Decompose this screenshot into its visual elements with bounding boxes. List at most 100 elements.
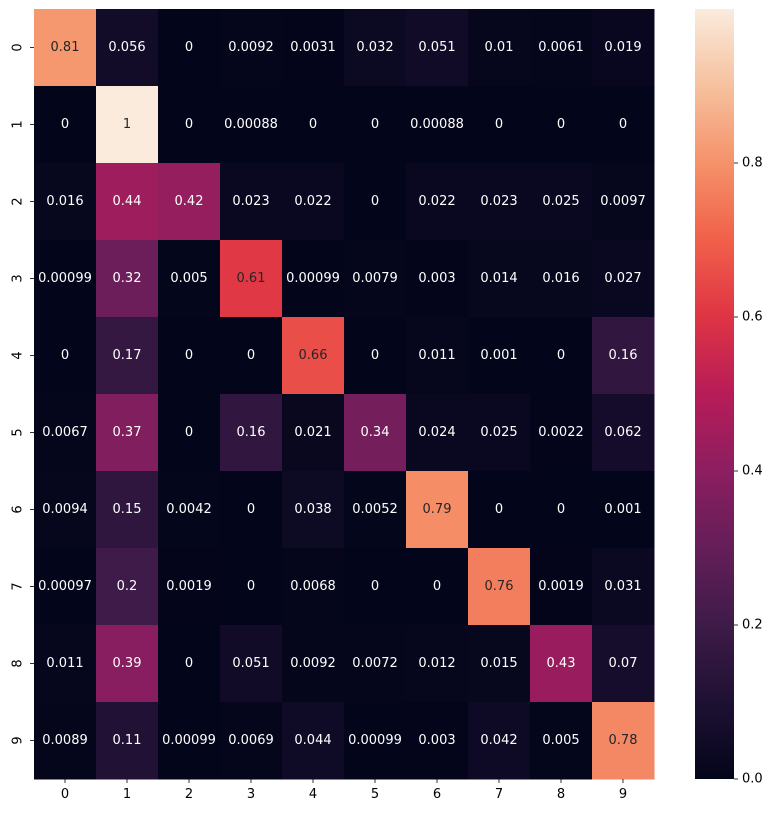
heatmap-cell-r0-c9 [592,9,655,87]
x-tick-label-5: 5 [371,787,379,802]
cell-label-r4-c3: 0 [247,348,255,363]
y-tick-label-2: 2 [11,197,26,205]
cell-label-r8-c7: 0.015 [480,656,517,671]
x-tick-label-3: 3 [247,787,255,802]
heatmap-cell-r4-c8 [530,317,593,395]
heatmap-cell-r8-c5 [344,625,407,703]
colorbar-tick-label-3: 0.6 [742,310,763,325]
y-tick-label-3: 3 [11,274,26,282]
cell-label-r5-c6: 0.024 [418,425,455,440]
heatmap-cell-r7-c5 [344,548,407,626]
cell-label-r8-c9: 0.07 [609,656,638,671]
heatmap-cell-r3-c1 [96,240,159,318]
cell-label-r6-c7: 0 [495,502,503,517]
y-tick-label-1: 1 [11,120,26,128]
cell-label-r5-c5: 0.34 [361,425,390,440]
heatmap-cell-r0-c5 [344,9,407,87]
cell-label-r5-c0: 0.0067 [42,425,88,440]
heatmap-cell-r8-c0 [34,625,97,703]
cell-label-r2-c8: 0.025 [542,194,579,209]
cell-label-r4-c2: 0 [185,348,193,363]
heatmap-cell-r3-c8 [530,240,593,318]
cell-label-r3-c5: 0.0079 [352,271,398,286]
heatmap-cell-r9-c5 [344,702,407,780]
heatmap-cell-r9-c7 [468,702,531,780]
cell-label-r0-c8: 0.0061 [538,40,584,55]
cell-label-r7-c4: 0.0068 [290,579,336,594]
heatmap-cell-r7-c9 [592,548,655,626]
cell-label-r3-c0: 0.00099 [38,271,92,286]
cell-label-r4-c9: 0.16 [609,348,638,363]
cell-label-r3-c3: 0.61 [237,271,266,286]
cell-label-r2-c2: 0.42 [175,194,204,209]
heatmap-cell-r2-c3 [220,163,283,241]
cell-label-r4-c6: 0.011 [418,348,455,363]
colorbar-tick-label-1: 0.2 [742,618,763,633]
cell-label-r4-c5: 0 [371,348,379,363]
heatmap-cell-r0-c1 [96,9,159,87]
heatmap-cell-r9-c4 [282,702,345,780]
cell-label-r2-c9: 0.0097 [600,194,646,209]
heatmap-cell-r6-c6 [406,471,469,549]
heatmap-cell-r1-c8 [530,86,593,164]
heatmap-cell-r5-c7 [468,394,531,472]
cell-label-r2-c7: 0.023 [480,194,517,209]
heatmap-cell-r8-c2 [158,625,221,703]
cell-label-r4-c0: 0 [61,348,69,363]
heatmap-cell-r7-c0 [34,548,97,626]
heatmap-cell-r6-c1 [96,471,159,549]
cell-label-r8-c5: 0.0072 [352,656,398,671]
cell-label-r6-c6: 0.79 [423,502,452,517]
y-tick-label-9: 9 [11,736,26,744]
cell-label-r4-c1: 0.17 [113,348,142,363]
heatmap-cell-r1-c5 [344,86,407,164]
heatmap-cell-r6-c7 [468,471,531,549]
heatmap-cell-r2-c5 [344,163,407,241]
cell-label-r3-c9: 0.027 [604,271,641,286]
heatmap-cell-r1-c0 [34,86,97,164]
heatmap-cell-r5-c9 [592,394,655,472]
heatmap-cells [34,9,655,780]
heatmap-cell-r5-c0 [34,394,97,472]
heatmap-cell-r0-c8 [530,9,593,87]
cell-label-r5-c1: 0.37 [113,425,142,440]
y-tick-label-0: 0 [11,43,26,51]
heatmap-cell-r7-c7 [468,548,531,626]
cell-label-r7-c7: 0.76 [485,579,514,594]
cell-label-r3-c8: 0.016 [542,271,579,286]
y-tick-label-7: 7 [11,582,26,590]
heatmap-cell-r5-c2 [158,394,221,472]
heatmap-cell-r2-c0 [34,163,97,241]
cell-label-r5-c3: 0.16 [237,425,266,440]
cell-label-r7-c9: 0.031 [604,579,641,594]
y-tick-label-5: 5 [11,428,26,436]
cell-label-r0-c9: 0.019 [604,40,641,55]
cell-label-r9-c8: 0.005 [542,733,579,748]
cell-label-r8-c0: 0.011 [46,656,83,671]
heatmap-cell-r8-c1 [96,625,159,703]
cell-label-r8-c1: 0.39 [113,656,142,671]
heatmap-cell-r3-c6 [406,240,469,318]
colorbar-tick-label-2: 0.4 [742,464,763,479]
cell-label-r9-c5: 0.00099 [348,733,402,748]
cell-label-r9-c4: 0.044 [294,733,331,748]
heatmap-cell-r4-c6 [406,317,469,395]
cell-label-r0-c0: 0.81 [51,40,80,55]
cell-label-r4-c8: 0 [557,348,565,363]
heatmap-cell-r6-c9 [592,471,655,549]
heatmap-cell-r1-c2 [158,86,221,164]
cell-label-r1-c8: 0 [557,117,565,132]
cell-label-r9-c1: 0.11 [113,733,142,748]
x-tick-label-2: 2 [185,787,193,802]
heatmap-cell-r7-c2 [158,548,221,626]
colorbar-tick-label-4: 0.8 [742,156,763,171]
heatmap-cell-r4-c7 [468,317,531,395]
cell-label-r6-c4: 0.038 [294,502,331,517]
heatmap-cell-r5-c4 [282,394,345,472]
cell-label-r1-c4: 0 [309,117,317,132]
x-tick-label-9: 9 [619,787,627,802]
y-tick-label-8: 8 [11,659,26,667]
cell-label-r5-c2: 0 [185,425,193,440]
x-tick-label-1: 1 [123,787,131,802]
heatmap-cell-r2-c1 [96,163,159,241]
